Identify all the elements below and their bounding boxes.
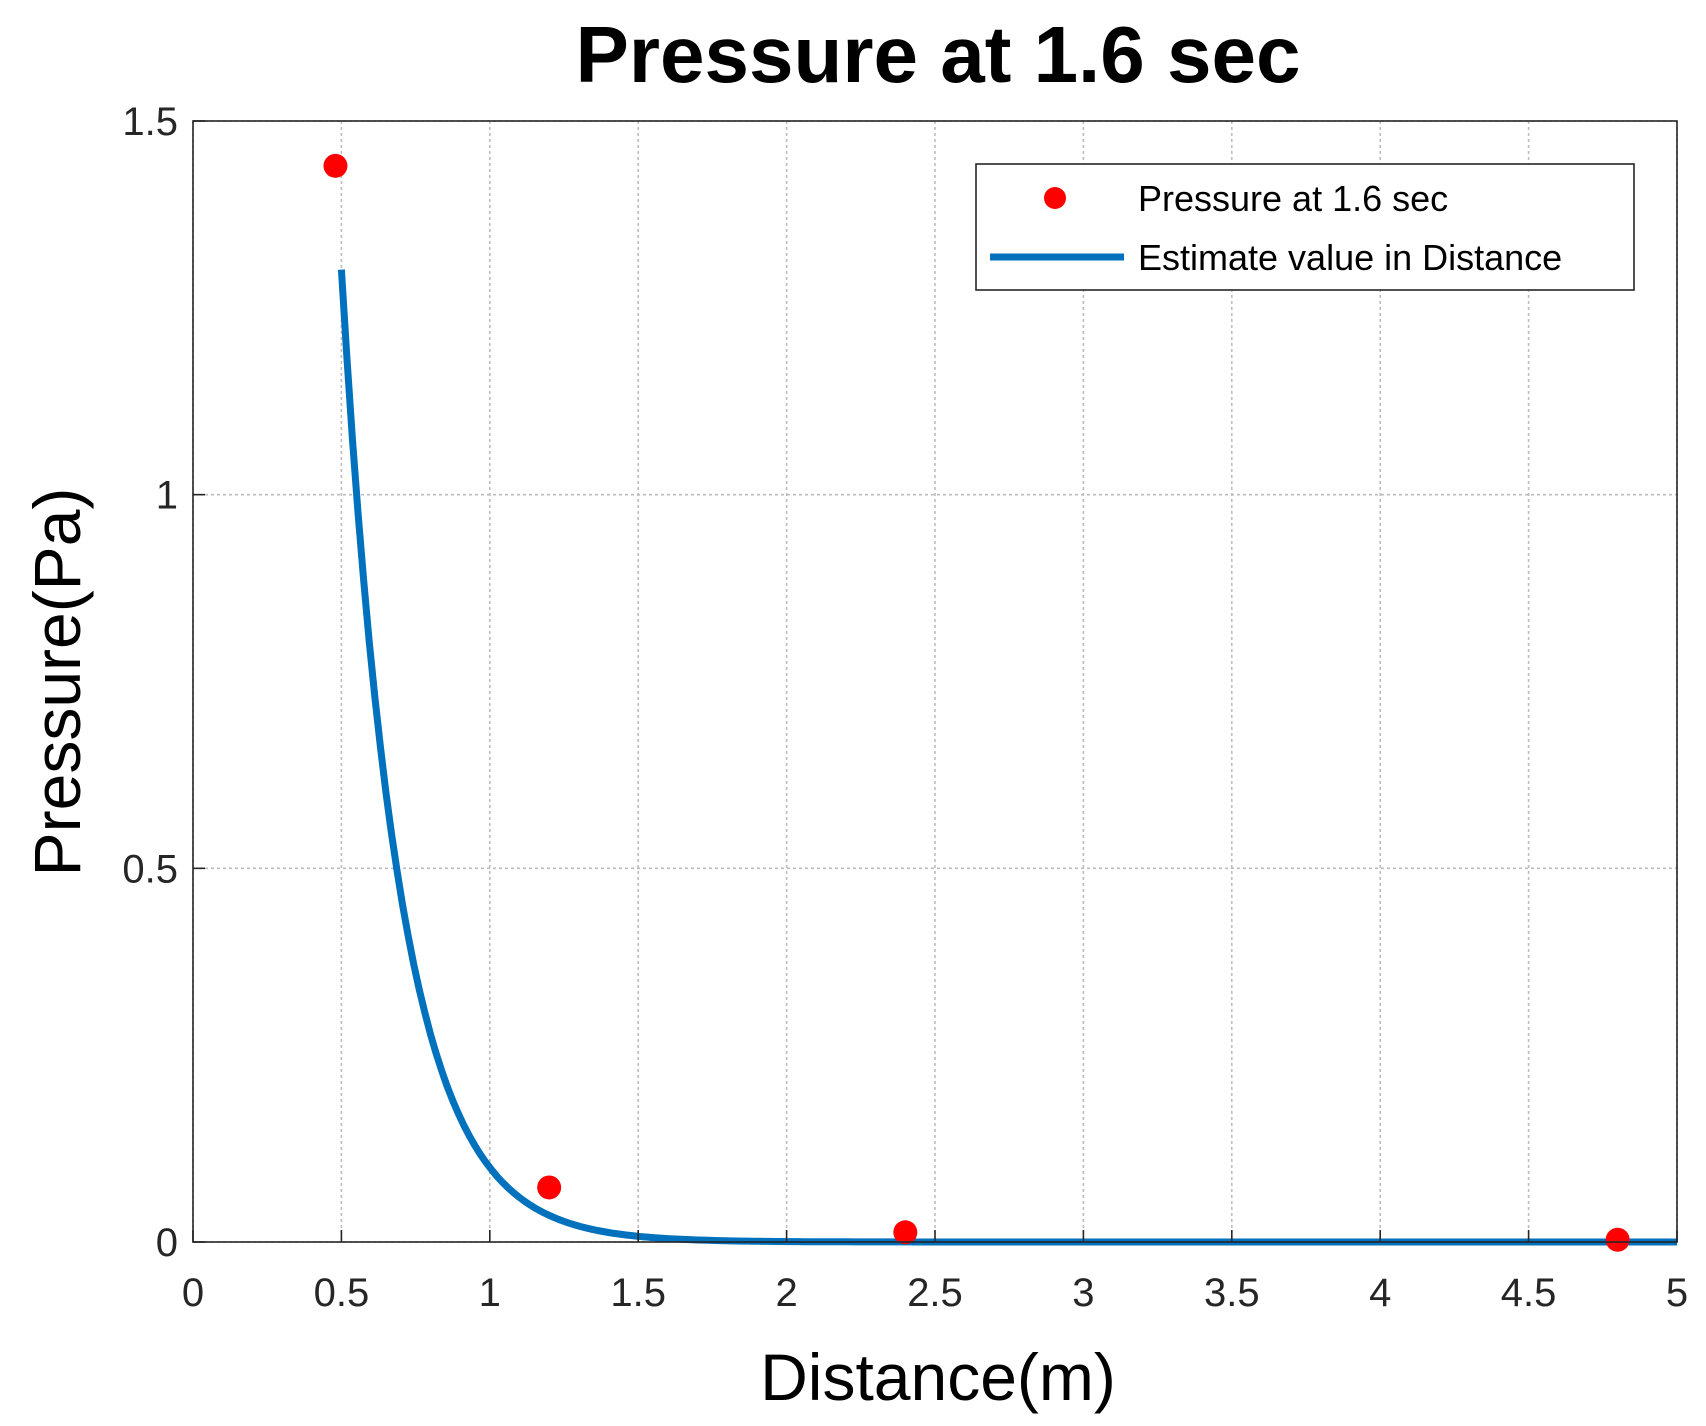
y-tick-label: 0 <box>156 1221 178 1265</box>
x-axis-label: Distance(m) <box>760 1340 1116 1414</box>
x-tick-label: 4 <box>1369 1271 1391 1315</box>
x-tick-label: 2 <box>775 1271 797 1315</box>
pressure-data-point <box>1605 1227 1630 1252</box>
y-tick-label: 1 <box>156 474 178 518</box>
x-tick-label: 3 <box>1072 1271 1094 1315</box>
y-axis-label: Pressure(Pa) <box>20 488 94 877</box>
x-tick-label: 4.5 <box>1501 1271 1557 1315</box>
x-tick-label: 3.5 <box>1204 1271 1260 1315</box>
legend-label-scatter: Pressure at 1.6 sec <box>1138 178 1448 219</box>
x-tick-label: 2.5 <box>907 1271 963 1315</box>
legend-scatter-marker <box>1044 187 1066 209</box>
x-tick-label: 0.5 <box>314 1271 370 1315</box>
chart-title: Pressure at 1.6 sec <box>576 10 1301 99</box>
legend: Pressure at 1.6 sec Estimate value in Di… <box>975 163 1635 291</box>
x-tick-label: 5 <box>1666 1271 1688 1315</box>
pressure-data-point <box>537 1175 562 1200</box>
y-tick-label: 0.5 <box>122 847 178 891</box>
legend-box <box>975 163 1635 291</box>
x-tick-label: 1 <box>479 1271 501 1315</box>
x-tick-label: 1.5 <box>610 1271 666 1315</box>
pressure-data-point <box>323 153 348 178</box>
pressure-data-point <box>893 1220 918 1245</box>
legend-label-line: Estimate value in Distance <box>1138 237 1562 278</box>
x-tick-label: 0 <box>182 1271 204 1315</box>
y-tick-label: 1.5 <box>122 100 178 144</box>
tick-labels: 0 0.5 1 1.5 2 2.5 3 3.5 4 4.5 5 0 0.5 1 1.5 <box>122 100 1688 1315</box>
